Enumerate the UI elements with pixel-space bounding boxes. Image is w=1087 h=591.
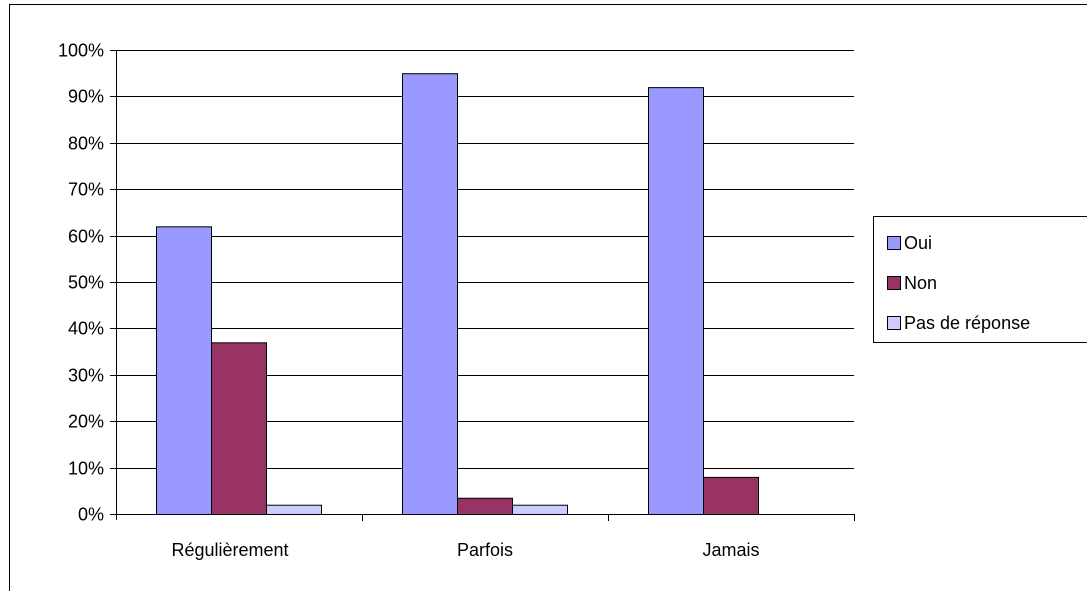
y-tick-label: 40% bbox=[68, 319, 104, 339]
y-tick-label: 10% bbox=[68, 459, 104, 479]
bar-non-2 bbox=[703, 476, 759, 516]
x-tick-labels: Régulièrement Parfois Jamais bbox=[171, 540, 759, 560]
legend: Oui Non Pas de réponse bbox=[873, 216, 1087, 343]
axes bbox=[110, 50, 855, 521]
y-tick-label: 20% bbox=[68, 412, 104, 432]
chart-frame bbox=[9, 4, 1087, 591]
x-tick-label: Jamais bbox=[702, 540, 759, 560]
bars bbox=[156, 73, 759, 516]
bar-pas-de-r-ponse-0 bbox=[266, 504, 322, 516]
legend-swatch-0 bbox=[887, 236, 901, 250]
legend-label-1: Non bbox=[904, 273, 937, 293]
y-tick-label: 30% bbox=[68, 366, 104, 386]
legend-box bbox=[873, 216, 1087, 343]
y-tick-label: 80% bbox=[68, 134, 104, 154]
y-tick-label: 90% bbox=[68, 87, 104, 107]
legend-label-0: Oui bbox=[904, 233, 932, 253]
bar-non-1 bbox=[457, 497, 513, 516]
bar-non-0 bbox=[211, 342, 267, 515]
y-tick-label: 100% bbox=[58, 41, 104, 61]
bar-oui-1 bbox=[402, 73, 458, 515]
x-tick-label: Parfois bbox=[457, 540, 513, 560]
legend-swatch-2 bbox=[887, 316, 901, 330]
legend-swatch-1 bbox=[887, 276, 901, 290]
y-tick-label: 0% bbox=[78, 505, 104, 525]
y-tick-label: 50% bbox=[68, 273, 104, 293]
bar-pas-de-r-ponse-1 bbox=[512, 504, 568, 516]
bar-oui-0 bbox=[156, 226, 212, 515]
x-tick-label: Régulièrement bbox=[171, 540, 288, 560]
y-tick-labels: 0% 10% 20% 30% 40% 50% 60% 70% 80% 90% 100% bbox=[58, 41, 104, 525]
gridlines bbox=[116, 50, 854, 469]
y-tick-label: 60% bbox=[68, 227, 104, 247]
legend-label-2: Pas de réponse bbox=[904, 313, 1030, 333]
y-tick-label: 70% bbox=[68, 180, 104, 200]
bar-oui-2 bbox=[648, 87, 704, 516]
